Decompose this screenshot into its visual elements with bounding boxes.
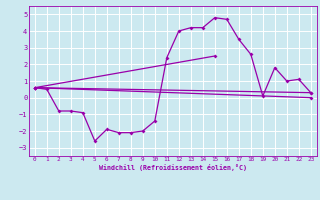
X-axis label: Windchill (Refroidissement éolien,°C): Windchill (Refroidissement éolien,°C) [99,164,247,171]
